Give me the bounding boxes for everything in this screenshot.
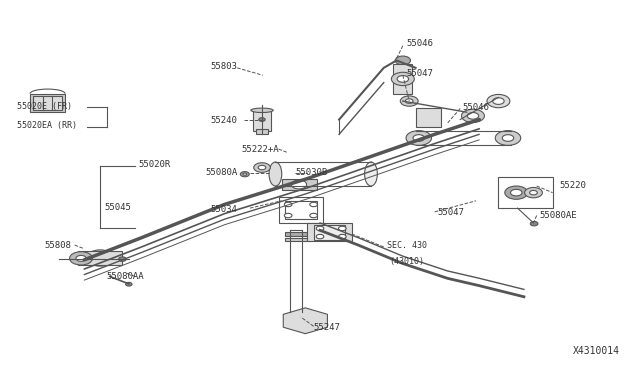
- Bar: [78, 251, 122, 265]
- Circle shape: [339, 234, 346, 239]
- Circle shape: [241, 171, 249, 177]
- Bar: [285, 232, 307, 236]
- Circle shape: [291, 180, 307, 189]
- Circle shape: [70, 252, 93, 265]
- Circle shape: [93, 254, 108, 262]
- Circle shape: [392, 72, 414, 86]
- Text: 55080AE: 55080AE: [540, 211, 577, 220]
- Text: 55047: 55047: [438, 208, 465, 218]
- Circle shape: [530, 190, 538, 195]
- Polygon shape: [284, 308, 328, 334]
- Circle shape: [511, 189, 522, 196]
- Circle shape: [125, 282, 132, 286]
- Text: SEC. 430: SEC. 430: [387, 241, 427, 250]
- Circle shape: [316, 226, 324, 231]
- Text: 55808: 55808: [45, 241, 72, 250]
- Circle shape: [397, 76, 408, 82]
- Circle shape: [284, 202, 292, 207]
- Text: 55046: 55046: [406, 39, 433, 48]
- Circle shape: [310, 202, 317, 207]
- Text: 55046: 55046: [462, 103, 489, 112]
- Bar: [285, 238, 307, 241]
- Ellipse shape: [365, 162, 378, 186]
- Circle shape: [258, 165, 266, 170]
- Circle shape: [284, 213, 292, 218]
- Ellipse shape: [269, 162, 282, 186]
- Text: 55030B: 55030B: [296, 168, 328, 177]
- Bar: [256, 129, 268, 134]
- Text: 55803: 55803: [211, 61, 237, 71]
- Bar: [278, 197, 323, 223]
- Circle shape: [395, 56, 410, 65]
- Text: 55047: 55047: [406, 69, 433, 78]
- Circle shape: [487, 94, 510, 108]
- Bar: [282, 179, 317, 190]
- Bar: [253, 110, 271, 131]
- Text: 55020R: 55020R: [138, 160, 171, 169]
- Text: 55247: 55247: [314, 323, 340, 331]
- Circle shape: [243, 173, 246, 175]
- Circle shape: [461, 109, 484, 122]
- Text: X4310014: X4310014: [573, 346, 620, 356]
- Text: 55240: 55240: [211, 116, 237, 125]
- Circle shape: [525, 187, 542, 198]
- Circle shape: [339, 226, 346, 231]
- Circle shape: [118, 257, 126, 261]
- Circle shape: [495, 131, 521, 145]
- Circle shape: [310, 213, 317, 218]
- Circle shape: [531, 221, 538, 226]
- Circle shape: [400, 96, 418, 106]
- Circle shape: [259, 118, 265, 121]
- Circle shape: [253, 163, 270, 172]
- Bar: [285, 201, 317, 219]
- Circle shape: [413, 135, 424, 141]
- Circle shape: [406, 131, 431, 145]
- Circle shape: [502, 135, 514, 141]
- Text: 55020E (FR): 55020E (FR): [17, 102, 72, 111]
- Text: (43010): (43010): [389, 257, 424, 266]
- Text: 55020EA (RR): 55020EA (RR): [17, 121, 77, 130]
- Circle shape: [86, 250, 114, 266]
- Bar: [314, 225, 346, 240]
- Bar: [307, 223, 352, 241]
- Text: 55080A: 55080A: [205, 168, 237, 177]
- Ellipse shape: [251, 108, 273, 112]
- Text: 55045: 55045: [104, 203, 131, 212]
- Bar: [394, 64, 412, 94]
- Circle shape: [76, 256, 86, 261]
- Bar: [415, 109, 441, 127]
- Text: 55222+A: 55222+A: [241, 145, 278, 154]
- Circle shape: [505, 186, 528, 199]
- Text: 55080AA: 55080AA: [106, 272, 144, 281]
- Circle shape: [467, 112, 479, 119]
- Circle shape: [316, 234, 324, 239]
- Bar: [33, 96, 62, 110]
- Text: 55034: 55034: [211, 205, 237, 214]
- Circle shape: [493, 98, 504, 105]
- Bar: [499, 177, 552, 208]
- Circle shape: [405, 99, 413, 103]
- Text: 55220: 55220: [559, 181, 586, 190]
- Bar: [30, 94, 65, 112]
